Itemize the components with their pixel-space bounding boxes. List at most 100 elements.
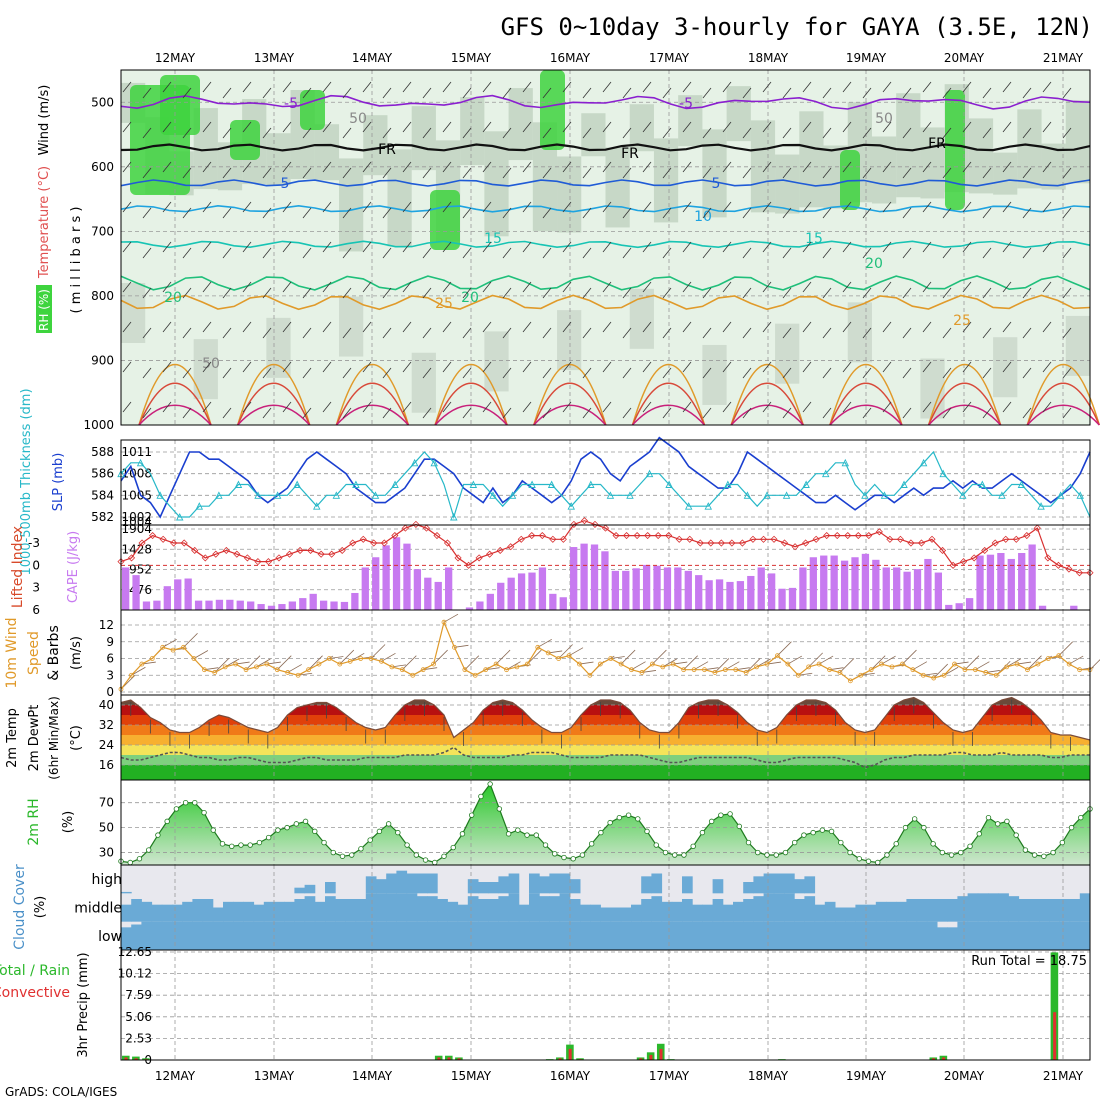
cloud-cell — [121, 904, 132, 922]
wind-barb — [542, 367, 552, 379]
thickness-point — [234, 480, 243, 488]
rh-shade-cell — [799, 111, 824, 208]
cloud-cell — [977, 893, 989, 922]
wind-barb — [422, 247, 432, 259]
cloud-cell — [457, 904, 469, 922]
wind-barb — [522, 161, 532, 173]
cloud-cell — [947, 899, 958, 922]
thickness-point — [606, 491, 615, 499]
rh-point — [773, 852, 779, 858]
wind-speed-point — [1025, 667, 1030, 673]
wind-speed-point — [1056, 653, 1062, 659]
wind-speed-point — [639, 670, 645, 675]
wind-barb — [542, 287, 552, 299]
cloud-cell — [437, 899, 448, 922]
rh-units-label: (%) — [61, 811, 76, 834]
cloud-cell — [559, 893, 571, 922]
cloud-cell — [896, 901, 907, 922]
lifted-index-point — [538, 531, 546, 540]
wind-barb — [1062, 367, 1072, 379]
wind-barb — [882, 81, 892, 93]
wind-barb — [922, 241, 932, 253]
wind-barb — [682, 361, 692, 373]
cloud-axis-label: Cloud Cover — [12, 864, 28, 950]
wind-speed-point — [993, 672, 999, 678]
wind-barb — [422, 87, 432, 99]
wind-barb — [382, 327, 392, 339]
lifted-index-tick-label: 6 — [32, 603, 40, 617]
rh-point — [487, 781, 493, 787]
surface-isotherm-arc — [730, 404, 804, 426]
cape-bar — [830, 555, 838, 610]
wind-barb — [142, 367, 152, 379]
surface-wind-barb — [495, 649, 511, 665]
wind-barb — [342, 407, 352, 419]
cloud-cell — [753, 876, 765, 894]
run-total-label: Run Total = 18.75 — [971, 954, 1087, 969]
wind-barb — [942, 167, 952, 179]
rh-point — [745, 839, 752, 846]
wind-speed-point — [889, 664, 895, 670]
rh-shade-cell — [896, 93, 921, 198]
lifted-index-point — [601, 524, 610, 532]
lifted-index-point — [338, 546, 346, 555]
wind-speed-point — [775, 653, 780, 659]
contour-label: 50 — [349, 111, 367, 127]
cape-tick-label: 1904 — [121, 522, 152, 536]
wind-barb — [962, 281, 972, 293]
wind-barb — [1042, 81, 1052, 93]
wind-barb — [422, 207, 432, 219]
wind-barb — [722, 281, 732, 293]
wind-barb — [982, 367, 992, 379]
wind-barb — [922, 401, 932, 413]
thickness-point — [939, 469, 947, 478]
rh-shade-cell — [339, 158, 364, 252]
wind-barb — [402, 321, 412, 333]
wind-barb — [482, 241, 492, 253]
lifted-index-point — [886, 535, 894, 543]
wind-barb — [522, 401, 532, 413]
surface-wind-barb — [193, 650, 209, 659]
cloud-cell — [1018, 899, 1030, 922]
cape-bar — [549, 593, 557, 610]
thickness-point — [215, 491, 223, 499]
cloud-cell — [529, 873, 540, 894]
wind-barb — [922, 121, 932, 133]
rh-shade-cell — [411, 106, 436, 171]
wind-barb — [862, 207, 872, 219]
rh-point — [459, 831, 466, 837]
slp-tick-label: 1002 — [121, 510, 152, 524]
wind-speed-point — [254, 664, 259, 670]
wind-barb — [742, 367, 752, 379]
lifted-index-point — [254, 558, 262, 566]
rh-point — [1050, 849, 1056, 856]
wind-barb — [722, 161, 732, 173]
precip-convective-bar — [457, 1058, 461, 1060]
thickness-point — [724, 480, 732, 488]
wind-barb — [562, 321, 572, 333]
surface-wind-barb — [933, 663, 948, 679]
rh-point — [524, 832, 530, 838]
rh-point — [358, 846, 364, 852]
wind-barb — [542, 247, 552, 259]
wind-barb — [602, 281, 612, 293]
cloud-cell — [223, 921, 234, 950]
wind-barb — [202, 321, 212, 333]
cloud-cell — [488, 882, 499, 894]
thickness-point — [489, 491, 497, 499]
wind-barb — [842, 241, 852, 253]
wind-barb — [122, 121, 132, 133]
cloud-cell — [763, 921, 775, 950]
lifted-index-point — [349, 539, 357, 547]
cloud-cell — [682, 921, 693, 950]
wind-speed-point — [1045, 656, 1051, 661]
thickness-point — [1056, 491, 1065, 499]
wind-barb — [722, 201, 732, 213]
thickness-point — [175, 512, 184, 521]
wind-barb — [302, 207, 312, 219]
lifted-index-point — [823, 531, 831, 540]
wind-barb — [782, 367, 792, 379]
cape-bar — [945, 604, 953, 610]
cloud-cell — [600, 921, 612, 950]
wind-barb — [962, 321, 972, 333]
